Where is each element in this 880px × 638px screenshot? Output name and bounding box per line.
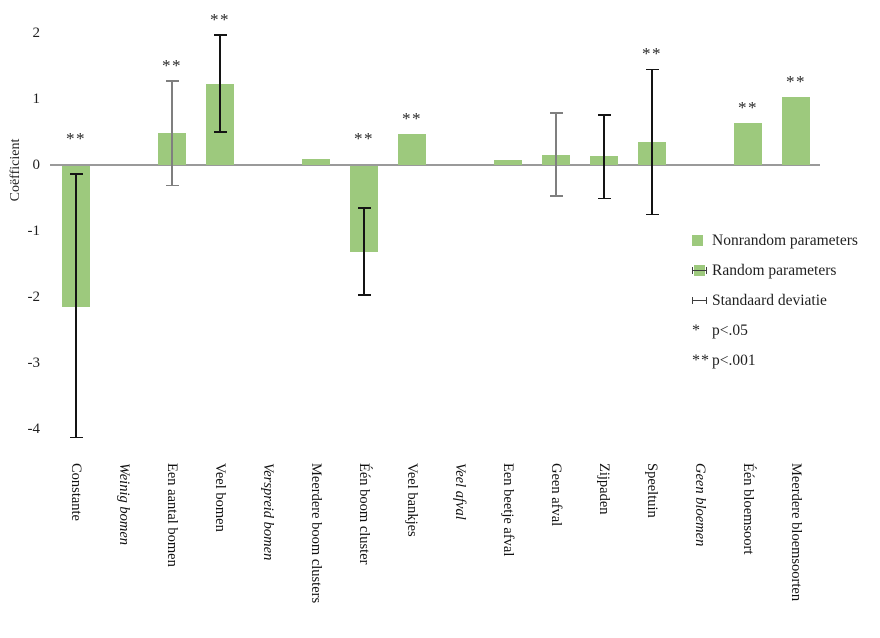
x-category-label: Zijpaden (596, 463, 612, 515)
x-category-label: Geen afval (548, 463, 564, 527)
bar (494, 160, 522, 165)
significance-marker: ** (738, 97, 758, 117)
y-tick-label: -1 (27, 223, 41, 239)
x-category-label: Meerdere bloemsoorten (788, 463, 804, 602)
error-bar (363, 207, 365, 295)
legend-item-p05: * p<.05 (692, 321, 858, 340)
single-asterisk-icon: * (692, 321, 701, 339)
error-bar-cap (69, 436, 83, 439)
legend-label: p<.001 (712, 351, 756, 369)
significance-marker: ** (210, 9, 230, 29)
legend-item-random: Random parameters (692, 261, 858, 280)
error-bar-icon (692, 296, 707, 305)
error-bar (171, 81, 173, 186)
significance-marker: ** (402, 108, 422, 128)
error-bar-cap (357, 207, 371, 209)
nonrandom-swatch-icon (692, 235, 703, 246)
bar (398, 133, 426, 165)
y-tick-label: -3 (27, 355, 41, 371)
x-category-label: Een aantal bomen (164, 463, 180, 567)
error-bar (651, 69, 653, 215)
bar (782, 97, 810, 165)
error-bar-cap (69, 173, 83, 175)
x-category-label: Veel bomen (212, 463, 228, 532)
x-category-label: Verspreid bomen (260, 463, 276, 561)
error-bar-cap (597, 197, 611, 200)
significance-marker: ** (642, 44, 662, 64)
error-bar-cap (597, 114, 611, 116)
x-category-label: Geen bloemen (692, 463, 708, 547)
random-swatch-icon (692, 265, 707, 276)
x-category-label: Één boom cluster (356, 463, 372, 565)
legend-item-sd: Standaard deviatie (692, 291, 858, 310)
error-bar-cap (165, 80, 179, 82)
error-bar-cap (645, 68, 659, 71)
legend-label: Standaard deviatie (712, 291, 827, 309)
double-asterisk-icon: ** (692, 351, 710, 369)
x-category-label: Weinig bomen (116, 463, 132, 546)
legend-label: Nonrandom parameters (712, 231, 858, 249)
legend-label: Random parameters (712, 261, 837, 279)
y-tick-label: 0 (32, 157, 41, 173)
significance-marker: ** (786, 72, 806, 92)
error-bar-cap (549, 112, 563, 114)
x-category-label: Veel bankjes (404, 463, 420, 537)
error-bar-cap (549, 195, 563, 197)
error-bar-cap (357, 294, 371, 296)
significance-marker: ** (66, 129, 86, 148)
legend-item-p001: ** p<.001 (692, 351, 858, 370)
x-category-label: Een beetje afval (500, 463, 516, 557)
error-bar-cap (645, 213, 659, 216)
y-tick-label: -2 (27, 289, 41, 305)
x-axis-zero-line (50, 164, 820, 166)
x-category-label: Speeltuin (644, 463, 660, 518)
error-bar-cap (213, 34, 227, 36)
error-bar-cap (165, 184, 179, 187)
error-bar (555, 112, 557, 197)
x-category-label: Meerdere boom clusters (308, 463, 324, 604)
error-bar (75, 174, 77, 438)
x-category-label: Veel afval (452, 463, 468, 520)
legend: Nonrandom parameters Random parameters S… (692, 231, 858, 381)
y-tick-label: 1 (32, 91, 41, 107)
bar (302, 159, 330, 165)
error-bar-cap (213, 131, 227, 133)
x-category-label: Constante (68, 463, 84, 521)
error-bar (603, 114, 605, 199)
error-bar (219, 34, 221, 132)
legend-item-nonrandom: Nonrandom parameters (692, 231, 858, 250)
y-tick-label: -4 (27, 421, 41, 437)
x-category-label: Één bloemsoort (740, 463, 756, 555)
legend-label: p<.05 (712, 321, 748, 339)
significance-marker: ** (354, 129, 374, 148)
y-tick-label: 2 (32, 25, 41, 41)
bar (734, 122, 762, 165)
significance-marker: ** (162, 56, 182, 76)
